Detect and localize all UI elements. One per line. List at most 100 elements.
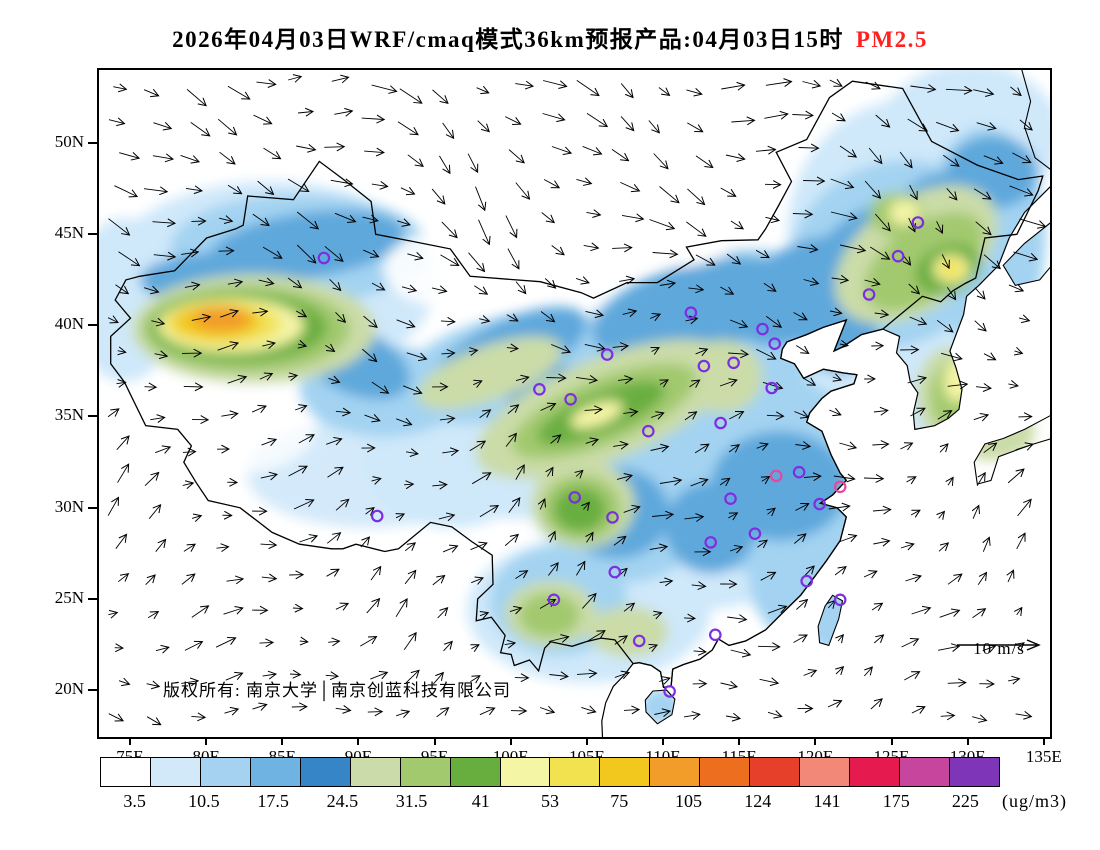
island-outline (1021, 70, 1050, 170)
city-marker (697, 359, 711, 373)
lon-tick (357, 737, 360, 745)
city-marker (724, 492, 737, 505)
title-text: 2026年04月03日WRF/cmaq模式36km预报产品:04月03日15时 (172, 27, 844, 52)
lat-label: 50N (54, 132, 84, 151)
lat-label: 30N (54, 496, 84, 516)
city-marker (533, 382, 546, 396)
lon-tick (433, 737, 436, 745)
lon-tick (662, 737, 665, 745)
china-border (110, 80, 1044, 689)
city-marker (891, 249, 905, 263)
city-marker (813, 497, 826, 511)
wind-scale-label: 10 m/s (973, 639, 1025, 658)
colorbar-segment (599, 758, 650, 786)
lat-tick (88, 415, 97, 418)
colorbar-tick-label: 41 (471, 791, 490, 811)
colorbar-unit: (ug/m3) (1002, 791, 1067, 811)
colorbar-segment (899, 758, 949, 786)
lon-tick (814, 737, 817, 745)
city-marker (769, 469, 783, 483)
lon-tick (585, 737, 588, 745)
colorbar-tick-label: 225 (951, 791, 979, 811)
colorbar-tick-label: 3.5 (123, 791, 146, 811)
island-outline (973, 415, 1050, 485)
city-marker (833, 593, 847, 607)
colorbar-segment (948, 758, 999, 786)
forecast-title: 2026年04月03日WRF/cmaq模式36km预报产品:04月03日15时 P… (0, 20, 1100, 54)
colorbar-segment (149, 758, 200, 786)
island-outline (644, 689, 676, 725)
colorbar-segment (849, 758, 899, 786)
colorbar-segment (399, 758, 450, 786)
city-marker (684, 306, 698, 319)
colorbar-segment (499, 758, 550, 786)
city-marker (714, 416, 727, 430)
city-marker (911, 216, 925, 229)
colorbar (100, 757, 1000, 787)
city-marker (833, 480, 847, 494)
lon-tick (890, 737, 893, 745)
colorbar-tick-label: 10.5 (188, 791, 220, 811)
colorbar-segment (299, 758, 350, 786)
colorbar-segment (549, 758, 600, 786)
colorbar-tick-label: 124 (744, 791, 772, 811)
colorbar-tick-label: 75 (610, 791, 629, 811)
lon-tick (281, 737, 284, 745)
city-marker (748, 527, 762, 540)
lat-tick (88, 506, 97, 509)
city-marker (756, 322, 769, 336)
lon-tick (1042, 737, 1045, 745)
city-marker (600, 348, 614, 361)
city-marker (641, 424, 655, 438)
map-svg (99, 70, 1050, 737)
wind-scale-legend: 10 m/s (951, 638, 1047, 659)
colorbar-tick-label: 175 (882, 791, 910, 811)
lat-label: 20N (54, 678, 84, 698)
city-marker (632, 634, 646, 648)
colorbar-tick-label: 24.5 (326, 791, 359, 811)
city-marker (564, 392, 577, 406)
lat-label: 35N (54, 405, 84, 425)
city-marker (608, 565, 622, 579)
colorbar-labels: 3.5 10.5 17.5 24.5 31.5 41 53 75 105 124 141 175 225 (100, 791, 1000, 812)
city-markers-layer (317, 216, 925, 698)
lat-label: 45N (54, 223, 84, 243)
city-marker (862, 288, 876, 301)
city-marker (792, 465, 806, 479)
colorbar-tick-label: 141 (813, 791, 841, 811)
colorbar-segment (449, 758, 500, 786)
lat-tick (88, 233, 97, 236)
colorbar-segment (249, 758, 300, 786)
lat-tick (88, 688, 97, 691)
colorbar-segment (101, 758, 150, 786)
city-marker (765, 381, 778, 395)
colorbar-segment (699, 758, 750, 786)
colorbar-tick-label: 105 (674, 791, 702, 811)
colorbar-segment (749, 758, 800, 786)
colorbar-tick-label: 53 (541, 791, 560, 811)
city-marker (370, 509, 384, 523)
lon-tick (966, 737, 969, 745)
lon-tick (738, 737, 741, 745)
city-marker (768, 337, 781, 350)
map-frame: 版权所有: 南京大学│南京创蓝科技有限公司 10 m/s (97, 68, 1052, 739)
city-marker (606, 511, 619, 524)
colorbar-segment (349, 758, 400, 786)
city-marker (568, 491, 581, 504)
colorbar-segment (199, 758, 250, 786)
lat-label: 40N (54, 314, 84, 334)
wind-vectors-layer (107, 74, 1047, 726)
pollutant-label: PM2.5 (855, 27, 928, 52)
city-marker (317, 251, 331, 265)
lon-label: 135E (1025, 747, 1062, 766)
copyright-text: 版权所有: 南京大学│南京创蓝科技有限公司 (163, 681, 512, 700)
lon-tick (129, 737, 131, 745)
colorbar-tick-label: 17.5 (257, 791, 289, 811)
lon-tick (205, 737, 208, 745)
lat-tick (88, 324, 97, 327)
lon-tick (509, 737, 512, 745)
lat-tick (88, 142, 97, 144)
wind-scale-arrow-icon (957, 639, 1041, 651)
colorbar-segment (649, 758, 700, 786)
